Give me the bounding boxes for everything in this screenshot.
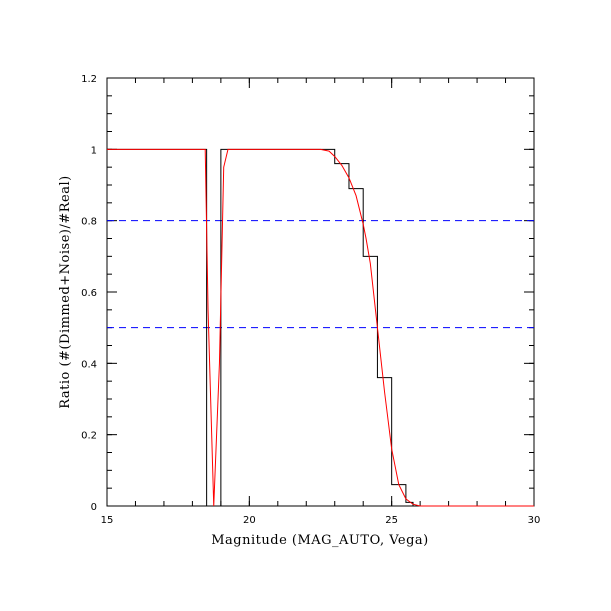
histogram-step-line <box>107 148 534 507</box>
y-tick-label: 0.4 <box>81 359 97 370</box>
y-tick-label: 0.8 <box>81 217 97 228</box>
series-layer <box>107 148 534 507</box>
plot-frame <box>106 77 535 507</box>
x-tick-label: 15 <box>101 515 114 526</box>
x-tick-label: 20 <box>243 515 256 526</box>
y-tick-label: 0.6 <box>81 288 97 299</box>
y-tick-label: 0 <box>91 502 97 513</box>
y-tick-label: 1.2 <box>81 74 97 85</box>
x-tick-labels: 15 20 25 30 <box>101 515 541 526</box>
x-axis-title: Magnitude (MAG_AUTO, Vega) <box>211 533 429 548</box>
minor-ticks <box>106 77 535 507</box>
x-tick-label: 25 <box>385 515 398 526</box>
y-axis-title: Ratio (#(Dimmed+Noise)/#Real) <box>58 175 73 408</box>
x-tick-label: 30 <box>528 515 541 526</box>
y-tick-label: 1 <box>91 145 97 156</box>
y-tick-label: 0.2 <box>81 431 97 442</box>
reference-lines <box>107 220 534 329</box>
y-tick-labels: 0 0.2 0.4 0.6 0.8 1 1.2 <box>81 74 97 513</box>
major-ticks <box>106 77 535 507</box>
fit-curve-line <box>107 148 534 507</box>
